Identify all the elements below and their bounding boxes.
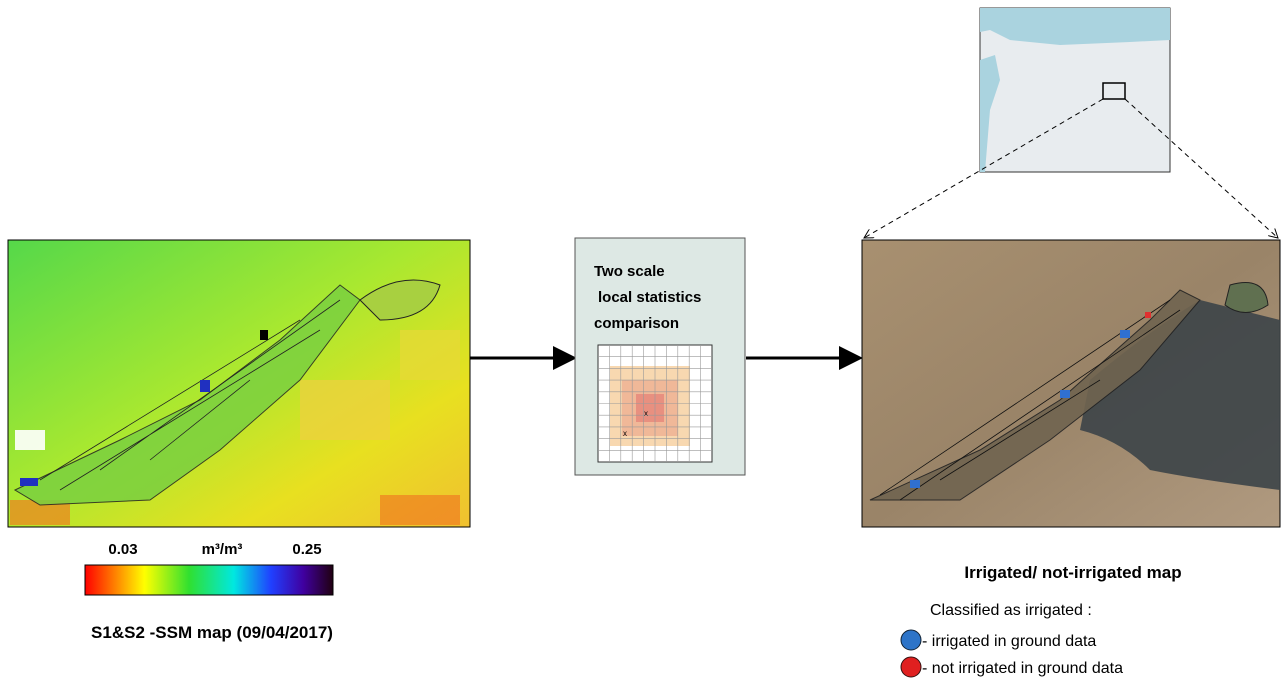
ssm-map: [8, 240, 470, 527]
colorbar: [85, 565, 333, 595]
legend-swatch: [901, 657, 921, 677]
process-line: local statistics: [598, 289, 701, 306]
legend-heading: Classified as irrigated :: [930, 602, 1092, 619]
left-caption: S1&S2 -SSM map (09/04/2017): [91, 623, 333, 642]
process-line: comparison: [594, 315, 679, 332]
irrigation-map: [862, 240, 1280, 527]
process-line: Two scale: [594, 263, 665, 280]
legend-swatch: [901, 630, 921, 650]
diagram: 0.03 m³/m³ 0.25 S1&S2 -SSM map (09/04/20…: [0, 0, 1282, 691]
colorbar-min: 0.03: [108, 541, 137, 558]
legend-label: - irrigated in ground data: [922, 633, 1096, 650]
svg-text:x: x: [623, 429, 627, 438]
svg-text:x: x: [644, 409, 648, 418]
location-map: [980, 8, 1170, 172]
right-title: Irrigated/ not-irrigated map: [964, 563, 1181, 582]
legend-label: - not irrigated in ground data: [922, 660, 1123, 677]
window-grid: x x: [598, 345, 712, 462]
colorbar-max: 0.25: [292, 541, 321, 558]
colorbar-unit: m³/m³: [202, 541, 243, 558]
